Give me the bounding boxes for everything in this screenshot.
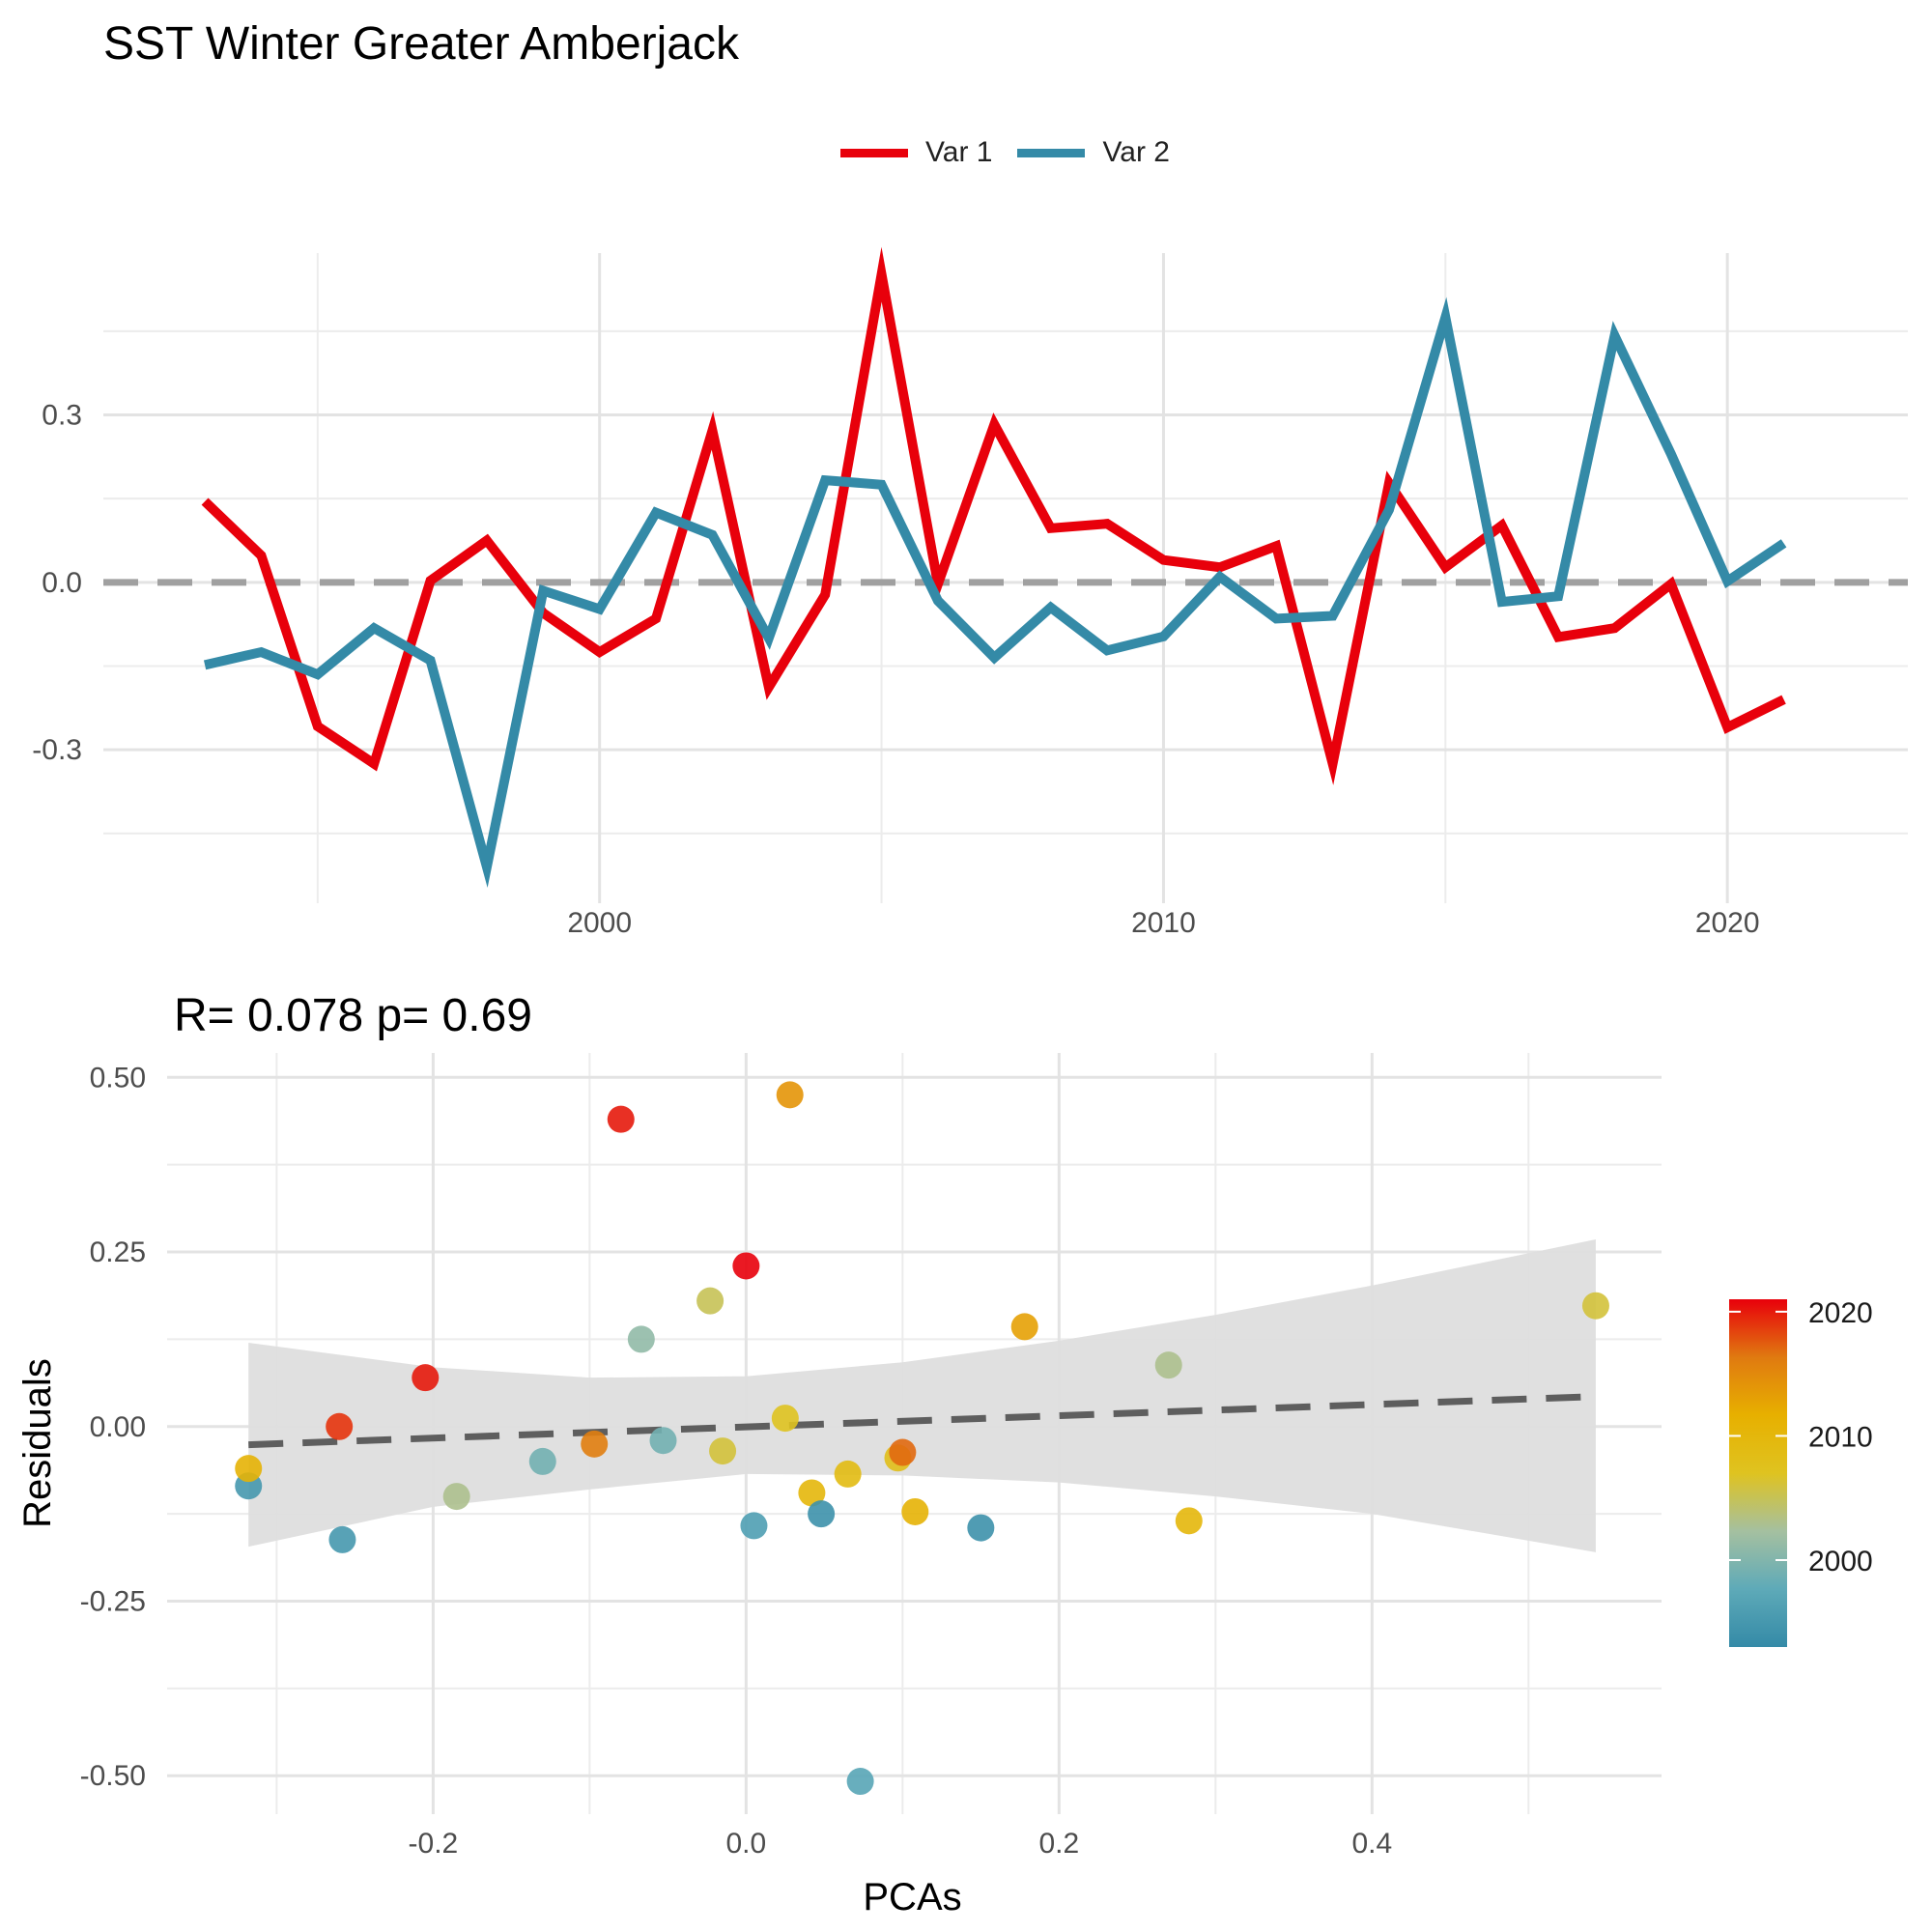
series-line-var1 <box>201 246 1786 785</box>
y-tick-label: 0.25 <box>90 1236 146 1268</box>
colorbar-tick-label: 2000 <box>1808 1546 1873 1577</box>
scatter-point <box>326 1412 354 1440</box>
legend: Var 1 Var 2 <box>840 131 1195 174</box>
legend-label-var1: Var 1 <box>925 136 993 168</box>
scatter-point <box>709 1437 737 1465</box>
scatter-point <box>627 1325 655 1353</box>
scatter-point <box>442 1483 470 1511</box>
x-tick-label: 0.0 <box>726 1828 767 1860</box>
scatter-point <box>581 1430 609 1458</box>
scatter-point <box>328 1525 356 1553</box>
x-tick-label: 2020 <box>1695 907 1760 939</box>
legend-item-var2: Var 2 <box>1017 136 1170 169</box>
scatter-title: R= 0.078 p= 0.69 <box>174 990 532 1041</box>
scatter-point <box>1010 1313 1038 1341</box>
scatter-point <box>607 1105 635 1133</box>
scatter-point <box>846 1768 874 1796</box>
y-axis-title: Residuals <box>16 1358 59 1528</box>
scatter-point <box>1581 1292 1609 1320</box>
x-tick-label: 0.2 <box>1038 1828 1079 1860</box>
colorbar-tick-label: 2010 <box>1808 1421 1873 1453</box>
scatter-point <box>235 1455 263 1483</box>
fit-line <box>248 1393 1597 1449</box>
y-tick-label: 0.3 <box>42 400 82 432</box>
scatter-point <box>732 1252 760 1280</box>
scatter-point <box>798 1479 826 1507</box>
x-tick-label: -0.2 <box>409 1828 459 1860</box>
y-tick-label: -0.25 <box>80 1586 146 1618</box>
x-axis-title: PCAs <box>863 1876 961 1918</box>
colorbar <box>1729 1299 1787 1647</box>
series-line-var2 <box>203 297 1787 889</box>
legend-swatch-var1 <box>840 148 908 157</box>
scatter-point <box>776 1081 804 1109</box>
scatter-point <box>834 1460 862 1488</box>
scatter-point <box>808 1500 836 1528</box>
x-tick-label: 2000 <box>567 907 632 939</box>
scatter-point <box>649 1427 677 1455</box>
scatter-point <box>889 1438 917 1466</box>
scatter-point <box>1175 1507 1203 1535</box>
y-tick-label: 0.00 <box>90 1411 146 1443</box>
scatter-point <box>412 1364 440 1392</box>
scatter-point <box>967 1514 995 1542</box>
y-tick-label: 0.0 <box>42 567 82 599</box>
legend-label-var2: Var 2 <box>1102 136 1170 168</box>
page-title: SST Winter Greater Amberjack <box>103 18 739 70</box>
timeseries-panel: -0.3 0.0 0.3 2000 2010 2020 <box>32 246 1908 939</box>
scatter-point <box>1154 1351 1182 1379</box>
x-tick-label: 2010 <box>1131 907 1196 939</box>
scatter-point <box>528 1447 556 1475</box>
colorbar-tick-label: 2020 <box>1808 1297 1873 1329</box>
y-tick-label: 0.50 <box>90 1062 146 1094</box>
legend-swatch-var2 <box>1017 148 1086 157</box>
legend-item-var1: Var 1 <box>840 136 992 169</box>
scatter-point <box>696 1287 724 1315</box>
y-tick-label: -0.50 <box>80 1760 146 1792</box>
confidence-band <box>248 1239 1596 1552</box>
scatter-point <box>901 1497 929 1525</box>
scatter-point <box>771 1405 799 1433</box>
y-tick-label: -0.3 <box>32 734 82 766</box>
scatter-point <box>740 1512 768 1540</box>
scatter-panel: R= 0.078 p= 0.69 -0.50 -0.25 0.00 0.25 0.50 -0… <box>16 990 1873 1918</box>
x-tick-label: 0.4 <box>1351 1828 1392 1860</box>
